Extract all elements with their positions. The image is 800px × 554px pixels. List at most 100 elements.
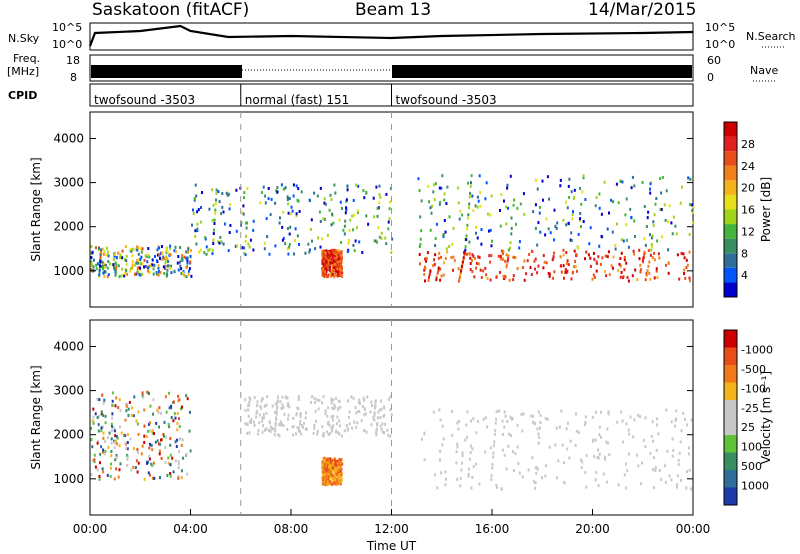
scatter-cell [170, 404, 172, 408]
scatter-cell [265, 427, 268, 431]
scatter-cell [653, 251, 655, 255]
scatter-cell [235, 188, 238, 192]
colorbar-segment [724, 452, 737, 470]
scatter-cell [653, 276, 656, 280]
scatter-cell [259, 201, 262, 205]
scatter-cell [559, 184, 562, 188]
scatter-cell [672, 215, 675, 219]
scatter-cell [286, 195, 289, 199]
scatter-cell [339, 271, 342, 275]
scatter-cell [345, 198, 348, 202]
scatter-cell [684, 417, 686, 421]
scatter-cell [169, 463, 172, 467]
scatter-cell [99, 452, 102, 456]
scatter-cell [151, 258, 154, 262]
scatter-cell [261, 430, 264, 434]
scatter-cell [640, 482, 643, 486]
scatter-cell [309, 227, 312, 231]
scatter-cell [222, 242, 225, 246]
scatter-cell [573, 249, 576, 253]
scatter-cell [321, 251, 324, 255]
scatter-cell [548, 197, 551, 201]
scatter-cell [96, 262, 99, 266]
scatter-cell [339, 463, 342, 467]
scatter-cell [466, 410, 469, 414]
scatter-cell [286, 427, 289, 431]
scatter-cell [418, 253, 421, 256]
scatter-cell [626, 469, 629, 473]
scatter-cell [417, 177, 420, 181]
scatter-cell [536, 427, 539, 431]
scatter-cell [114, 273, 117, 277]
scatter-cell [177, 476, 180, 480]
scatter-cell [605, 480, 608, 484]
scatter-cell [479, 190, 482, 194]
scatter-cell [250, 418, 253, 421]
scatter-cell [347, 241, 350, 245]
scatter-cell [165, 255, 168, 259]
scatter-cell [646, 216, 649, 220]
scatter-cell [450, 256, 453, 259]
scatter-cell [156, 253, 159, 257]
scatter-cell [106, 246, 108, 250]
colorbar-tick-label: 20 [741, 182, 755, 195]
scatter-cell [594, 204, 597, 208]
scatter-cell [326, 233, 329, 237]
scatter-cell [685, 266, 688, 269]
scatter-cell [330, 198, 333, 201]
scatter-cell [186, 397, 189, 401]
scatter-cell [234, 244, 237, 248]
scatter-cell [446, 185, 449, 189]
scatter-cell [639, 268, 642, 272]
scatter-cell [313, 423, 316, 427]
colorbar-segment [724, 165, 737, 181]
scatter-cell [158, 252, 161, 256]
scatter-cell [337, 399, 340, 403]
scatter-cell [627, 452, 630, 456]
scatter-cell [345, 206, 348, 210]
scatter-cell [327, 406, 330, 410]
scatter-cell [159, 271, 162, 275]
scatter-cell [293, 252, 295, 256]
scatter-cell [433, 258, 436, 262]
scatter-cell [554, 224, 557, 228]
scatter-cell [601, 256, 604, 260]
scatter-cell [642, 438, 645, 442]
scatter-cell [299, 412, 302, 416]
scatter-cell [329, 472, 332, 476]
scatter-cell [277, 433, 280, 437]
scatter-cell [505, 205, 508, 209]
scatter-cell [389, 200, 391, 204]
scatter-cell [538, 426, 541, 430]
scatter-cell [200, 206, 202, 209]
scatter-cell [565, 427, 568, 431]
scatter-cell [427, 279, 430, 282]
scatter-cell [440, 274, 443, 278]
scatter-cell [576, 269, 578, 273]
scatter-cell [650, 245, 653, 249]
scatter-cell [335, 429, 338, 433]
scatter-cell [534, 203, 537, 207]
scatter-cell [419, 237, 422, 241]
scatter-cell [564, 268, 567, 271]
scatter-cell [114, 252, 117, 256]
scatter-cell [493, 444, 495, 448]
scatter-cell [327, 259, 330, 263]
scatter-cell [177, 255, 180, 258]
scatter-cell [125, 446, 128, 450]
scatter-cell [475, 266, 478, 270]
colorbar-frame [723, 329, 738, 506]
scatter-cell [258, 413, 261, 417]
scatter-cell [492, 455, 495, 459]
scatter-cell [448, 215, 451, 219]
scatter-cell [475, 225, 478, 229]
scatter-cell [491, 239, 493, 243]
scatter-cell [323, 456, 326, 460]
scatter-cell [136, 470, 139, 474]
scatter-cell [465, 238, 468, 242]
scatter-cell [182, 456, 185, 460]
scatter-cell [488, 229, 490, 233]
cpid-segment-label: normal (fast) 151 [245, 93, 349, 107]
scatter-cell [340, 473, 343, 477]
scatter-cell [157, 264, 160, 268]
